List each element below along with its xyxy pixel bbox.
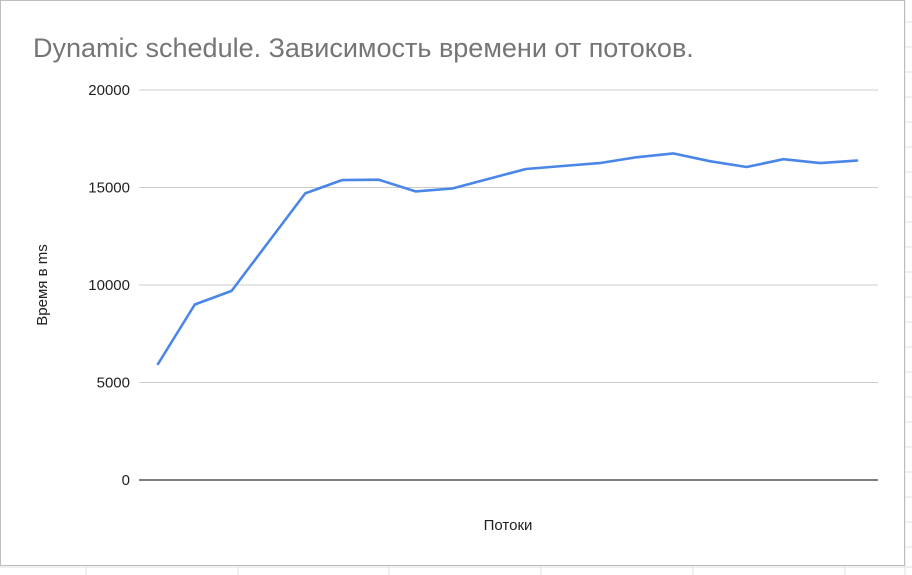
- data-point[interactable]: [376, 177, 382, 183]
- data-point[interactable]: [192, 302, 198, 308]
- data-point[interactable]: [780, 156, 786, 162]
- data-point[interactable]: [670, 150, 676, 156]
- data-point[interactable]: [596, 160, 602, 166]
- data-point[interactable]: [229, 288, 235, 294]
- data-point[interactable]: [413, 188, 419, 194]
- data-point[interactable]: [854, 158, 860, 164]
- y-tick-label: 0: [122, 472, 130, 489]
- y-tick-label: 5000: [97, 375, 130, 392]
- data-point[interactable]: [560, 163, 566, 169]
- data-point[interactable]: [523, 166, 529, 172]
- y-axis-label: Время в ms: [34, 244, 51, 325]
- embedded-chart[interactable]: Dynamic schedule. Зависимость времени от…: [0, 0, 905, 566]
- data-point[interactable]: [486, 176, 492, 182]
- chart-canvas: Dynamic schedule. Зависимость времени от…: [33, 33, 878, 534]
- x-axis-label: Потоки: [484, 517, 533, 534]
- series-line[interactable]: [156, 152, 859, 366]
- y-axis-ticks: 0 5000 10000 15000 20000: [88, 82, 130, 489]
- data-point[interactable]: [744, 164, 750, 170]
- data-point[interactable]: [707, 158, 713, 164]
- chart-title: Dynamic schedule. Зависимость времени от…: [33, 33, 694, 63]
- data-point[interactable]: [265, 239, 271, 245]
- series-layer: [155, 150, 860, 367]
- gridlines: [139, 89, 878, 481]
- y-tick-label: 20000: [88, 82, 130, 99]
- data-point[interactable]: [633, 154, 639, 160]
- y-tick-label: 15000: [88, 180, 130, 197]
- data-point[interactable]: [817, 160, 823, 166]
- data-point[interactable]: [449, 185, 455, 191]
- data-point[interactable]: [339, 177, 345, 183]
- y-tick-label: 10000: [88, 277, 130, 294]
- data-point[interactable]: [155, 361, 161, 367]
- data-point[interactable]: [302, 190, 308, 196]
